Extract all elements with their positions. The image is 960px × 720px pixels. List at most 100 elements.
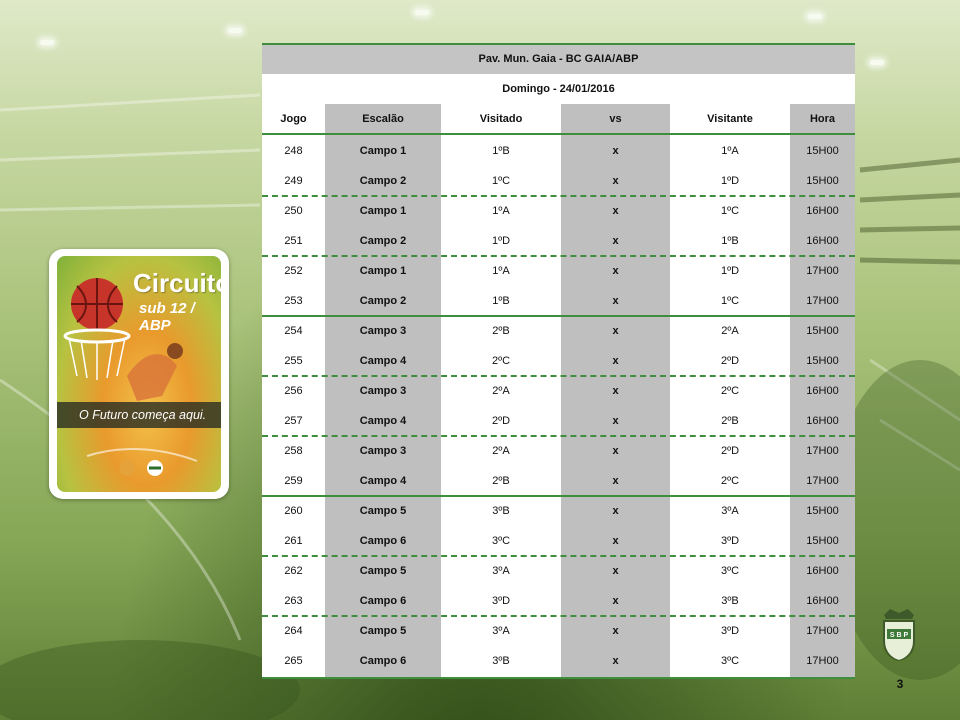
ceiling-light xyxy=(40,40,54,45)
cell-hora: 17H00 xyxy=(806,265,839,277)
cell-escalao: Campo 6 xyxy=(359,595,407,607)
cell-jogo: 255 xyxy=(284,355,303,367)
cell-hora: 17H00 xyxy=(806,295,839,307)
pair-separator xyxy=(262,615,855,617)
cell-visitante: 1ºB xyxy=(721,235,739,247)
sbp-crest-icon: S B P xyxy=(881,609,917,663)
cell-jogo: 256 xyxy=(284,385,303,397)
circuito-logo: Circuito sub 12 / ABP O Futuro começa aq… xyxy=(57,256,221,492)
cell-visitado: 3ºB xyxy=(492,505,510,517)
cell-visitado: 3ºA xyxy=(492,625,510,637)
table-row: 258 Campo 3 2ºA x 2ºD 17H00 xyxy=(262,436,855,466)
table-row: 248 Campo 1 1ºB x 1ºA 15H00 xyxy=(262,136,855,166)
cell-visitante: 3ºC xyxy=(720,565,740,577)
table-row: 253 Campo 2 1ºB x 1ºC 17H00 xyxy=(262,286,855,316)
table-row: 257 Campo 4 2ºD x 2ºB 16H00 xyxy=(262,406,855,436)
table-row: 263 Campo 6 3ºD x 3ºB 16H00 xyxy=(262,586,855,616)
cell-visitado: 2ºD xyxy=(491,415,511,427)
cell-hora: 15H00 xyxy=(806,325,839,337)
logo-title: Circuito xyxy=(133,268,221,298)
schedule-table: Pav. Mun. Gaia - BC GAIA/ABP Domingo - 2… xyxy=(262,43,855,679)
cell-jogo: 252 xyxy=(284,265,303,277)
cell-visitante: 1ºC xyxy=(720,295,740,307)
cell-vs: x xyxy=(612,145,619,157)
cell-jogo: 262 xyxy=(284,565,303,577)
cell-visitado: 1ºB xyxy=(492,295,510,307)
cell-jogo: 250 xyxy=(284,205,303,217)
table-row: 265 Campo 6 3ºB x 3ºC 17H00 xyxy=(262,646,855,676)
cell-vs: x xyxy=(612,175,619,187)
cell-escalao: Campo 4 xyxy=(359,355,407,367)
cell-visitante: 2ºD xyxy=(720,355,740,367)
cell-jogo: 264 xyxy=(284,625,303,637)
header-rule xyxy=(262,133,855,135)
basketball-icon xyxy=(63,278,198,476)
ceiling-light xyxy=(870,60,884,65)
cell-vs: x xyxy=(612,265,619,277)
cell-visitado: 3ºC xyxy=(491,535,511,547)
cell-hora: 15H00 xyxy=(806,175,839,187)
venue-header: Pav. Mun. Gaia - BC GAIA/ABP xyxy=(262,45,855,74)
cell-visitante: 3ºD xyxy=(720,625,740,637)
cell-vs: x xyxy=(612,295,619,307)
table-row: 255 Campo 4 2ºC x 2ºD 15H00 xyxy=(262,346,855,376)
logo-subtitle: sub 12 / ABP xyxy=(139,300,195,334)
cell-jogo: 263 xyxy=(284,595,303,607)
cell-vs: x xyxy=(612,475,619,487)
table-row: 260 Campo 5 3ºB x 3ºA 15H00 xyxy=(262,496,855,526)
cell-vs: x xyxy=(612,595,619,607)
table-row: 264 Campo 5 3ºA x 3ºD 17H00 xyxy=(262,616,855,646)
table-row: 261 Campo 6 3ºC x 3ºD 15H00 xyxy=(262,526,855,556)
cell-escalao: Campo 4 xyxy=(359,415,407,427)
cell-jogo: 248 xyxy=(284,145,303,157)
cell-vs: x xyxy=(612,655,619,667)
cell-visitante: 1ºD xyxy=(720,265,740,277)
date-header: Domingo - 24/01/2016 xyxy=(262,74,855,104)
cell-visitante: 2ºC xyxy=(720,385,740,397)
ceiling-light xyxy=(228,28,242,33)
table-row: 262 Campo 5 3ºA x 3ºC 16H00 xyxy=(262,556,855,586)
cell-escalao: Campo 3 xyxy=(359,385,407,397)
column-header-escalao: Escalão xyxy=(362,113,404,125)
cell-visitado: 1ºC xyxy=(491,175,511,187)
cell-visitante: 1ºA xyxy=(721,145,739,157)
cell-hora: 16H00 xyxy=(806,205,839,217)
cell-vs: x xyxy=(612,325,619,337)
cell-jogo: 259 xyxy=(284,475,303,487)
column-shade-escalao xyxy=(325,104,441,677)
cell-jogo: 261 xyxy=(284,535,303,547)
column-header-jogo: Jogo xyxy=(280,113,307,125)
table-row: 251 Campo 2 1ºD x 1ºB 16H00 xyxy=(262,226,855,256)
cell-escalao: Campo 2 xyxy=(359,235,407,247)
logo-tagline: O Futuro começa aqui. xyxy=(79,408,207,422)
cell-jogo: 257 xyxy=(284,415,303,427)
cell-visitante: 3ºC xyxy=(720,655,740,667)
column-shade-vs xyxy=(561,104,670,677)
ceiling-light xyxy=(415,10,429,15)
cell-hora: 16H00 xyxy=(806,595,839,607)
column-header-visitante: Visitante xyxy=(707,113,753,125)
cell-hora: 15H00 xyxy=(806,505,839,517)
cell-visitado: 3ºA xyxy=(492,565,510,577)
cell-escalao: Campo 1 xyxy=(359,265,407,277)
cell-visitante: 3ºD xyxy=(720,535,740,547)
cell-visitado: 2ºA xyxy=(492,445,510,457)
pair-separator xyxy=(262,375,855,377)
cell-escalao: Campo 5 xyxy=(359,625,407,637)
cell-jogo: 249 xyxy=(284,175,303,187)
cell-hora: 17H00 xyxy=(806,655,839,667)
cell-jogo: 258 xyxy=(284,445,303,457)
pair-separator xyxy=(262,255,855,257)
cell-escalao: Campo 5 xyxy=(359,505,407,517)
cell-hora: 17H00 xyxy=(806,445,839,457)
ceiling-light xyxy=(808,14,822,19)
cell-hora: 16H00 xyxy=(806,565,839,577)
cell-vs: x xyxy=(612,355,619,367)
pair-separator xyxy=(262,195,855,197)
cell-vs: x xyxy=(612,235,619,247)
cell-visitado: 2ºA xyxy=(492,385,510,397)
cell-visitado: 1ºD xyxy=(491,235,511,247)
pair-separator xyxy=(262,435,855,437)
cell-escalao: Campo 3 xyxy=(359,445,407,457)
